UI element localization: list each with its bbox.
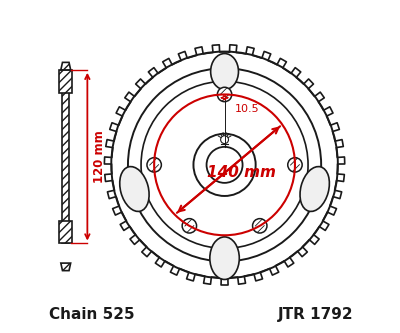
Polygon shape xyxy=(61,62,71,70)
Text: 140 mm: 140 mm xyxy=(207,166,276,180)
Text: 120 mm: 120 mm xyxy=(92,130,106,183)
Bar xyxy=(62,90,69,243)
Circle shape xyxy=(147,158,161,172)
Bar xyxy=(62,90,69,243)
Circle shape xyxy=(288,158,302,172)
Circle shape xyxy=(206,147,242,183)
Circle shape xyxy=(252,219,267,233)
Text: Chain 525: Chain 525 xyxy=(49,307,135,322)
Ellipse shape xyxy=(211,54,238,90)
Ellipse shape xyxy=(300,166,329,211)
Circle shape xyxy=(103,43,346,287)
Circle shape xyxy=(194,134,256,196)
Ellipse shape xyxy=(120,166,149,211)
Text: 10.5: 10.5 xyxy=(234,104,259,114)
Text: JTR 1792: JTR 1792 xyxy=(278,307,354,322)
Polygon shape xyxy=(104,45,345,285)
Bar xyxy=(59,220,72,243)
Bar xyxy=(59,70,72,93)
Bar xyxy=(59,70,72,93)
Polygon shape xyxy=(61,263,71,271)
Circle shape xyxy=(217,87,232,102)
Bar xyxy=(59,220,72,243)
Ellipse shape xyxy=(210,237,239,279)
Circle shape xyxy=(182,219,196,233)
